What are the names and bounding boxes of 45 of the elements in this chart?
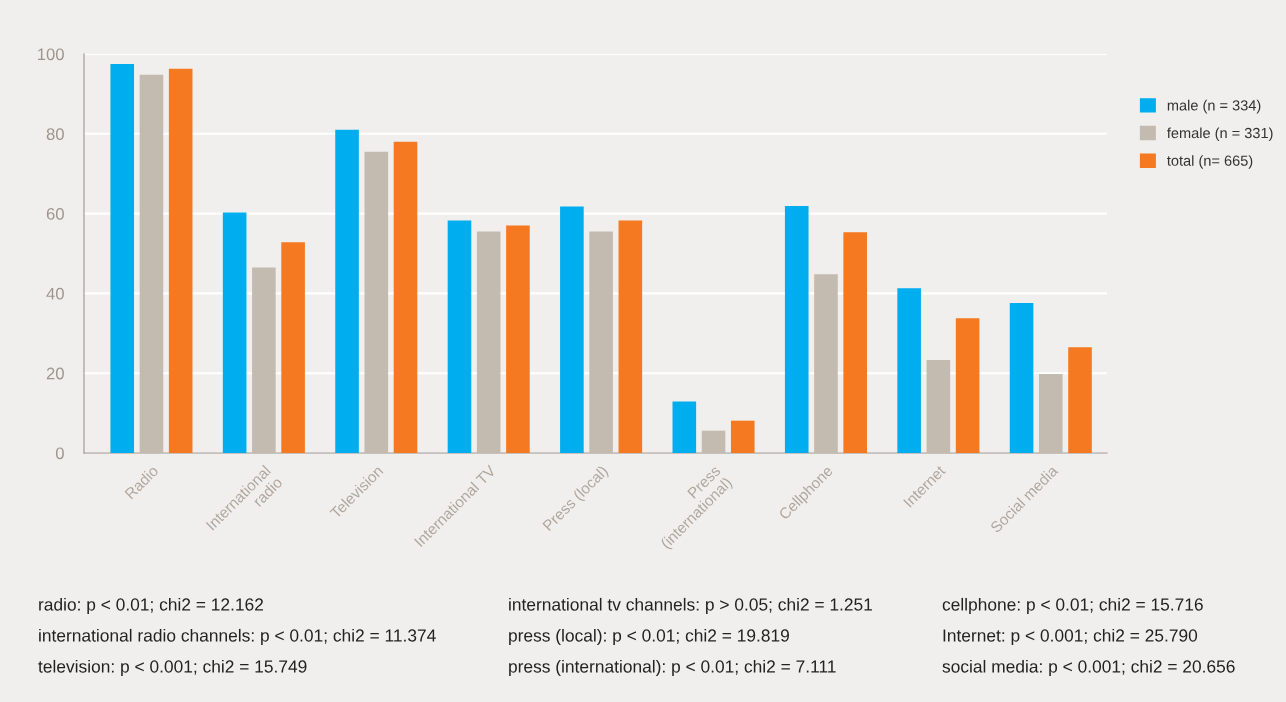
legend-label: male (n = 334)	[1167, 99, 1261, 114]
y-tick-label: 60	[46, 208, 64, 220]
y-tick-label: 0	[55, 447, 64, 460]
bar	[672, 401, 697, 453]
bar	[814, 274, 838, 453]
bar	[281, 242, 305, 453]
text: press (international): p < 0.01; chi2 = 7.111	[509, 659, 836, 677]
text: international radio channels: p < 0.01; chi2 = 11.374	[39, 628, 436, 646]
bar	[701, 430, 726, 453]
text: international tv channels: p > 0.05; chi2 = 1.251	[509, 597, 872, 615]
text: radio: p < 0.01; chi2 = 12.162	[39, 597, 263, 615]
legend-label: total (n= 665)	[1167, 155, 1253, 169]
text: television: p < 0.001; chi2 = 15.749	[38, 659, 307, 677]
bar	[1009, 302, 1034, 453]
y-tick-label: 40	[46, 287, 64, 300]
bar	[955, 318, 980, 453]
bar	[589, 231, 613, 453]
y-tick-label: 20	[46, 367, 64, 380]
bar	[393, 141, 418, 453]
bar	[447, 220, 472, 453]
bar	[476, 231, 501, 453]
bar	[926, 360, 951, 453]
bar	[222, 212, 247, 453]
legend-label: female (n = 331)	[1167, 127, 1273, 142]
bar	[1038, 374, 1063, 453]
bar	[560, 206, 584, 453]
bar	[110, 63, 135, 453]
bar	[506, 225, 530, 453]
text: Internet: p < 0.001; chi2 = 25.790	[943, 628, 1198, 646]
bar	[730, 420, 755, 453]
bar	[784, 206, 809, 453]
text: social media: p < 0.001; chi2 = 20.656	[942, 659, 1235, 677]
bar	[843, 232, 867, 453]
y-tick-label: 80	[46, 128, 64, 140]
bar	[335, 129, 359, 453]
text: cellphone: p < 0.01; chi2 = 15.716	[942, 597, 1203, 615]
text: press (local): p < 0.01; chi2 = 19.819	[509, 628, 789, 646]
bar	[618, 220, 643, 453]
bar	[364, 151, 389, 453]
y-tick-label: 100	[38, 48, 64, 61]
bar	[168, 68, 193, 453]
bar	[252, 267, 276, 453]
bar	[1068, 347, 1092, 453]
bar	[897, 288, 921, 453]
bar	[139, 74, 164, 453]
